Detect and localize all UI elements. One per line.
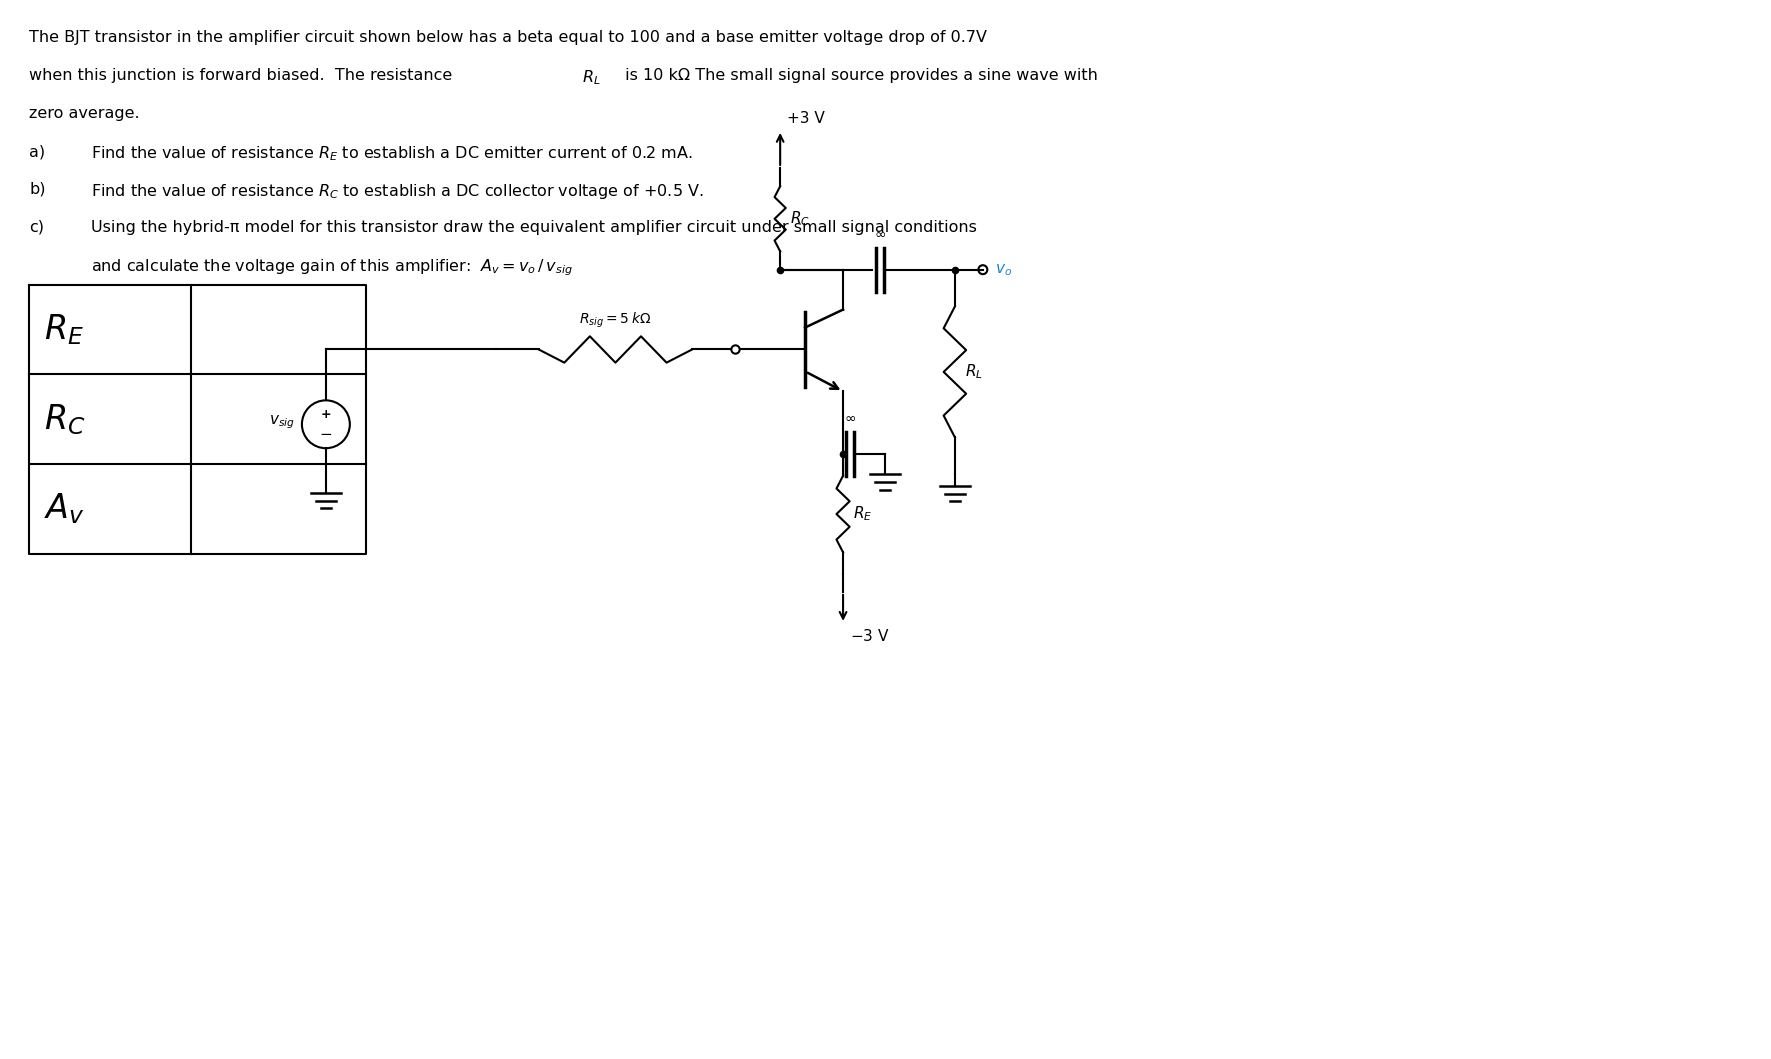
Text: −: − <box>319 427 333 442</box>
Text: is 10 kΩ The small signal source provides a sine wave with: is 10 kΩ The small signal source provide… <box>620 68 1098 84</box>
Text: a): a) <box>30 144 46 159</box>
Text: when this junction is forward biased.  The resistance: when this junction is forward biased. Th… <box>30 68 457 84</box>
Text: $R_E$: $R_E$ <box>854 505 873 523</box>
Text: Using the hybrid-π model for this transistor draw the equivalent amplifier circu: Using the hybrid-π model for this transi… <box>92 220 978 235</box>
Text: Find the value of resistance $R_C$ to establish a DC collector voltage of +0.5 V: Find the value of resistance $R_C$ to es… <box>92 182 703 201</box>
Text: The BJT transistor in the amplifier circuit shown below has a beta equal to 100 : The BJT transistor in the amplifier circ… <box>30 31 988 46</box>
Text: $R_L$: $R_L$ <box>965 362 983 381</box>
Text: c): c) <box>30 220 44 235</box>
Text: +: + <box>321 408 331 420</box>
Text: $\infty$: $\infty$ <box>873 227 886 240</box>
Text: $v_o$: $v_o$ <box>995 262 1011 277</box>
Text: $R_{sig} = 5\,k\Omega$: $R_{sig} = 5\,k\Omega$ <box>579 310 652 329</box>
Text: $A_v$: $A_v$ <box>44 491 85 526</box>
Text: zero average.: zero average. <box>30 106 140 121</box>
Text: and calculate the voltage gain of this amplifier:  $A_v = v_o\,/\,v_{sig}$: and calculate the voltage gain of this a… <box>92 257 574 279</box>
Text: $R_C$: $R_C$ <box>44 402 85 436</box>
Text: $\infty$: $\infty$ <box>845 411 855 426</box>
Text: b): b) <box>30 182 46 197</box>
Text: $R_L$: $R_L$ <box>583 68 600 87</box>
Text: $-3$ V: $-3$ V <box>850 628 889 644</box>
Text: $v_{sig}$: $v_{sig}$ <box>269 413 296 431</box>
Text: Find the value of resistance $R_E$ to establish a DC emitter current of 0.2 mA.: Find the value of resistance $R_E$ to es… <box>92 144 692 163</box>
Text: $R_E$: $R_E$ <box>44 312 85 347</box>
Text: $R_C$: $R_C$ <box>790 210 809 228</box>
Text: +3 V: +3 V <box>786 111 825 126</box>
